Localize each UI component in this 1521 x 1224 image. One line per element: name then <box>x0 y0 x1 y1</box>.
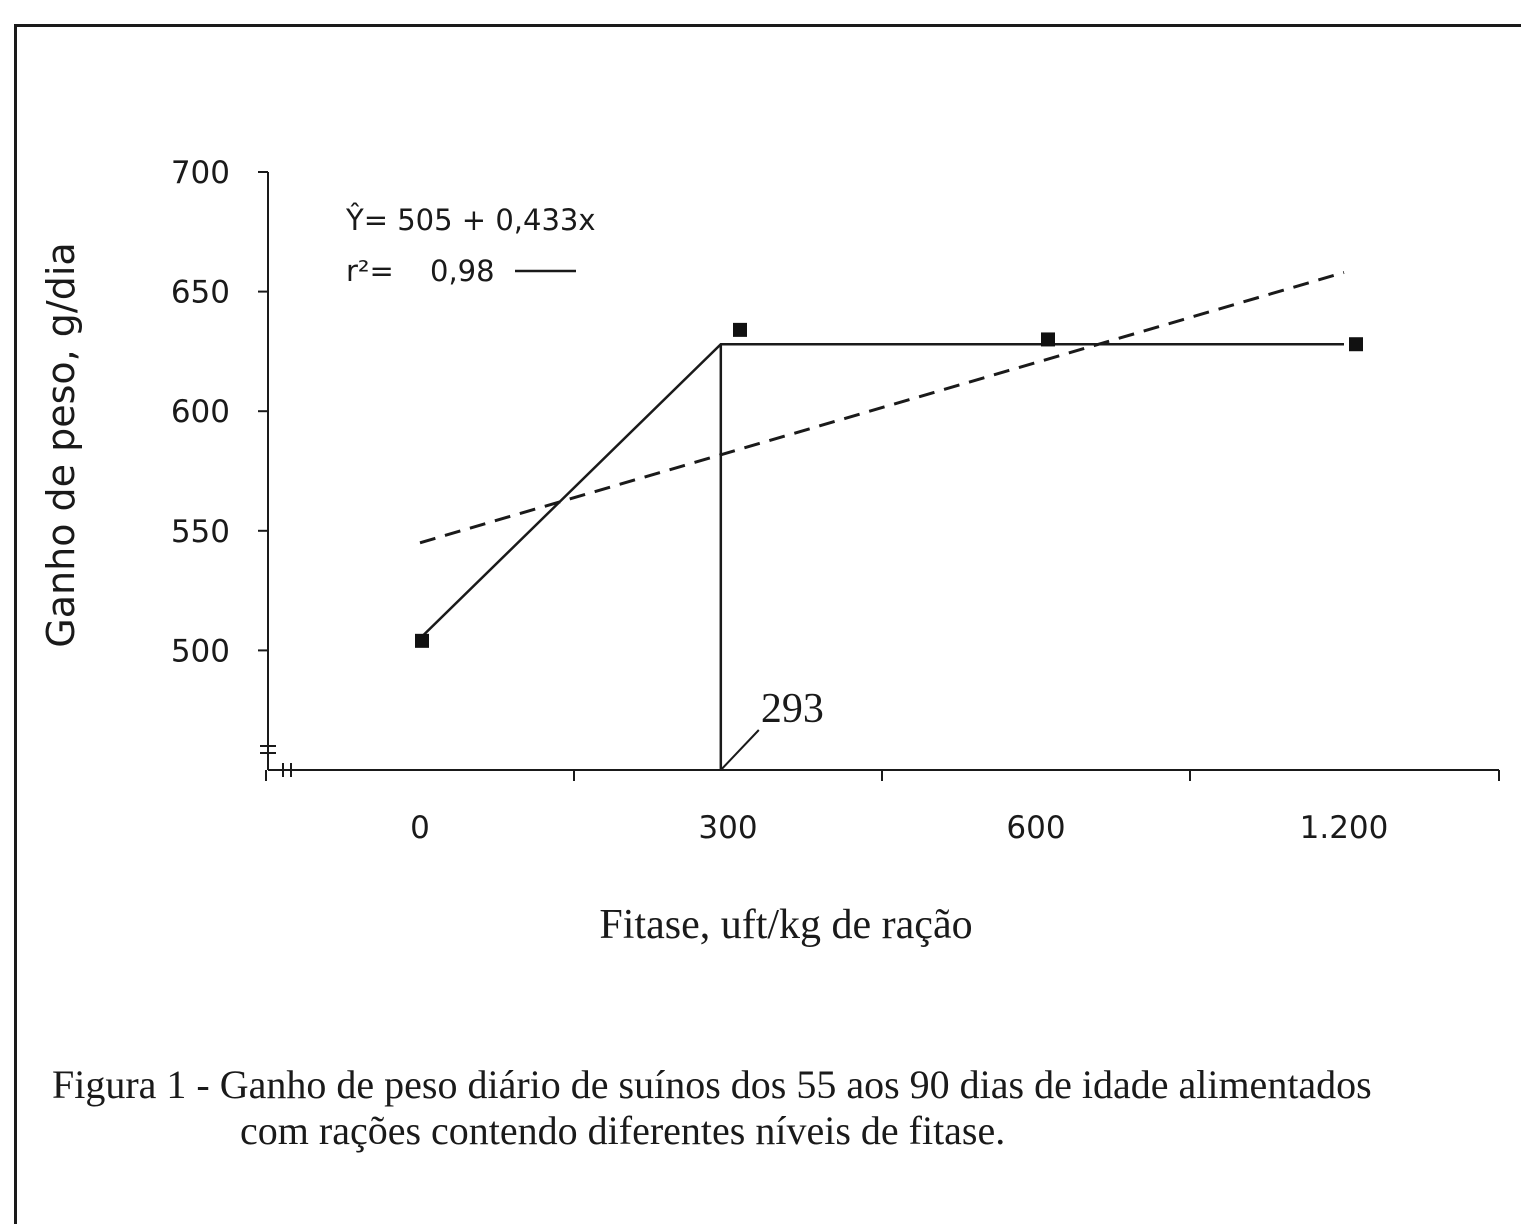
r2-value: 0,98 <box>430 254 495 288</box>
caption-line-1: Figura 1 - Ganho de peso diário de suíno… <box>52 1062 1372 1107</box>
figure-caption: Figura 1 - Ganho de peso diário de suíno… <box>52 1062 1512 1154</box>
figure-frame <box>14 24 1521 1224</box>
data-point-marker <box>415 633 429 648</box>
y-tick-label: 650 <box>171 275 230 311</box>
x-axis-break-mark <box>282 763 292 777</box>
breakpoint-label: 293 <box>761 686 824 732</box>
x-tick-label: 300 <box>698 810 757 846</box>
linear-fit-line <box>419 271 1345 545</box>
breakpoint-leader-line <box>720 729 760 771</box>
x-tick-label: 600 <box>1006 810 1065 846</box>
data-point-marker <box>1349 337 1363 352</box>
x-ticks <box>265 770 1500 781</box>
plateau-model-line <box>419 342 1344 640</box>
r2-label: r²= <box>346 254 394 288</box>
y-tick-label: 600 <box>171 394 230 430</box>
x-axis-title: Fitase, uft/kg de ração <box>599 902 972 948</box>
y-ticks <box>258 171 268 652</box>
y-axis-title: Ganho de peso, g/dia <box>39 242 83 647</box>
data-point-marker <box>1041 332 1055 347</box>
regression-equation: Ŷ= 505 + 0,433x <box>345 203 596 237</box>
x-tick-label: 0 <box>410 810 430 846</box>
x-tick-labels: 0 300 600 1.200 <box>410 810 1388 846</box>
y-tick-label: 700 <box>171 155 230 191</box>
y-axis-break-mark <box>260 745 276 754</box>
y-tick-label: 550 <box>171 514 230 550</box>
y-tick-label: 500 <box>171 633 230 669</box>
y-tick-labels: 500 550 600 650 700 <box>171 155 230 669</box>
caption-line-2: com rações contendo diferentes níveis de… <box>240 1108 1006 1153</box>
data-point-marker <box>733 322 747 337</box>
chart-plot: 500 550 600 650 700 0 300 600 1.200 293 Ŷ= 505 … <box>39 155 1500 948</box>
x-tick-label: 1.200 <box>1300 810 1389 846</box>
data-markers <box>415 322 1363 648</box>
